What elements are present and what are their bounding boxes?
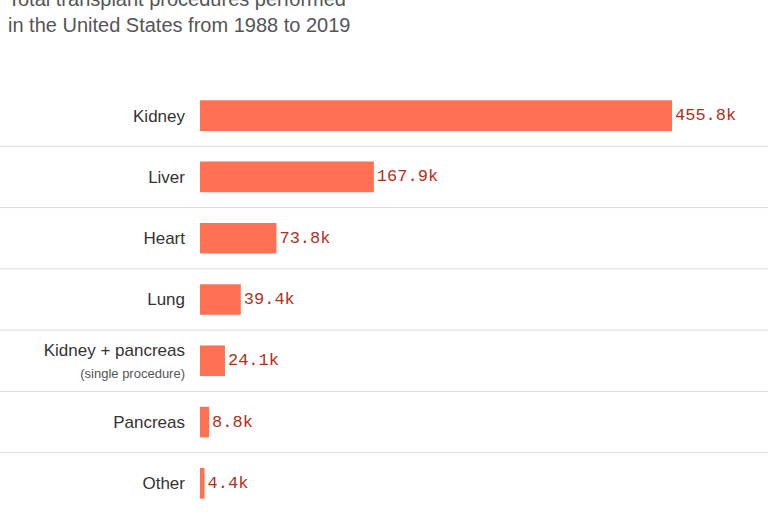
svg-text:Total transplant procedures pe: Total transplant procedures performedin …: [8, 0, 350, 36]
svg-text:Lung: Lung: [147, 290, 185, 309]
svg-text:73.8k: 73.8k: [279, 229, 330, 248]
svg-text:Kidney: Kidney: [133, 107, 185, 126]
svg-text:Pancreas: Pancreas: [113, 413, 185, 432]
svg-text:455.8k: 455.8k: [675, 106, 736, 125]
svg-text:Kidney + pancreas(single proce: Kidney + pancreas(single procedure): [44, 341, 185, 381]
svg-text:167.9k: 167.9k: [377, 167, 438, 186]
svg-text:24.1k: 24.1k: [228, 351, 279, 370]
svg-text:39.4k: 39.4k: [244, 290, 295, 309]
svg-text:Liver: Liver: [148, 168, 185, 187]
svg-text:4.4k: 4.4k: [208, 474, 249, 493]
svg-text:Heart: Heart: [143, 229, 185, 248]
svg-text:Other: Other: [142, 474, 185, 493]
svg-text:8.8k: 8.8k: [212, 413, 253, 432]
